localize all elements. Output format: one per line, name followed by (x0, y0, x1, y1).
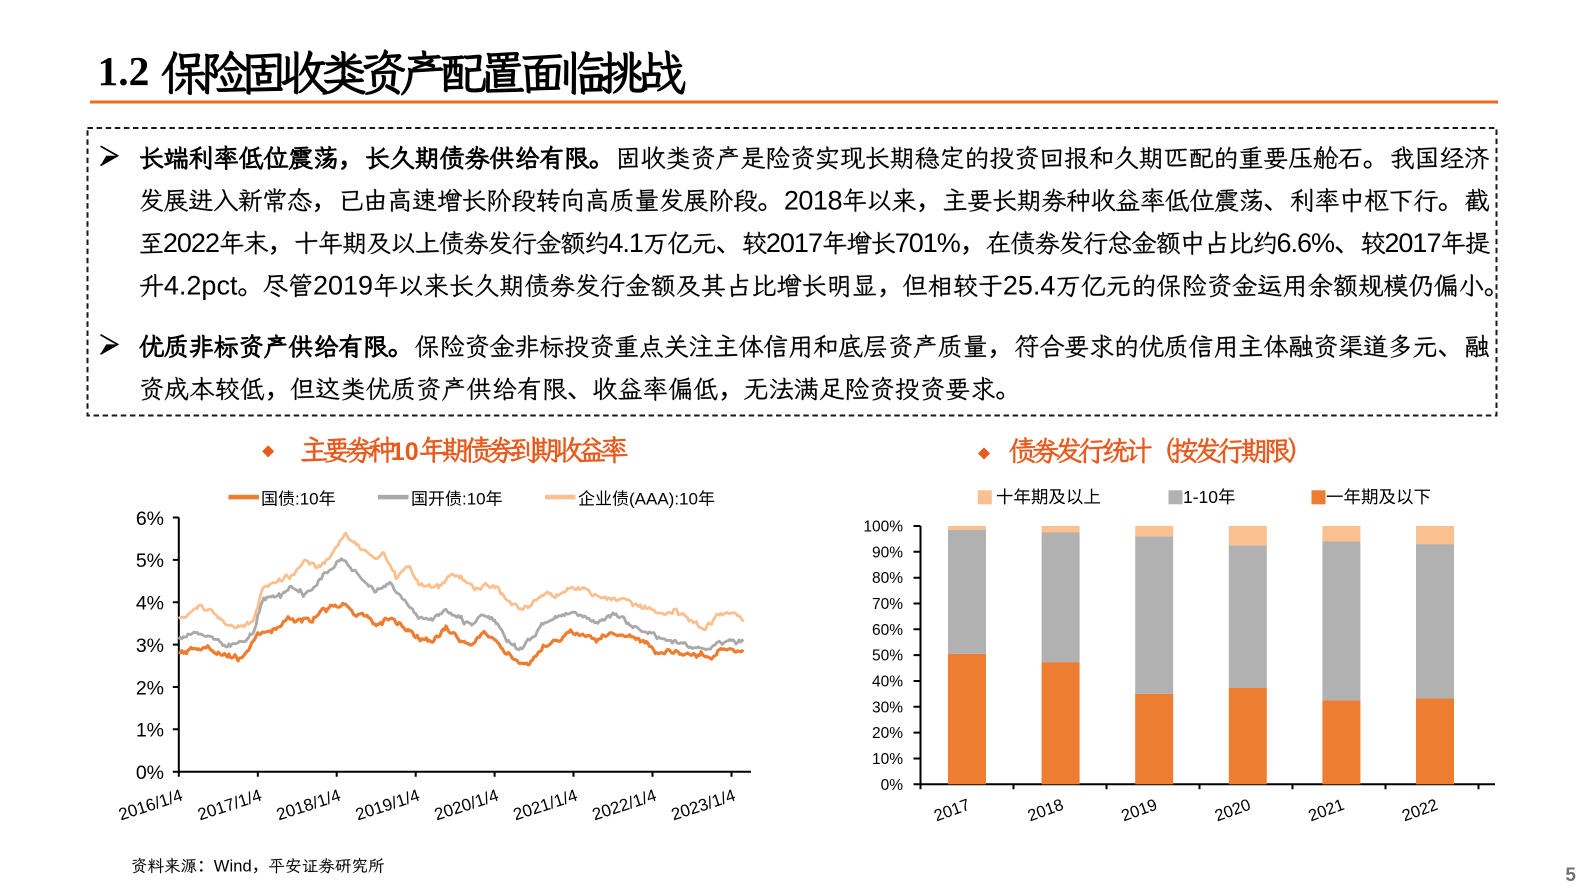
svg-text:0%: 0% (136, 762, 164, 784)
svg-text:2017: 2017 (766, 228, 822, 258)
svg-text:6.6%: 6.6% (1277, 228, 1336, 258)
svg-text:2021/1/4: 2021/1/4 (511, 786, 580, 825)
svg-text:3%: 3% (136, 635, 164, 657)
svg-text:2018: 2018 (1025, 796, 1066, 825)
svg-text:2017: 2017 (932, 796, 973, 825)
svg-text:2023/1/4: 2023/1/4 (669, 786, 738, 825)
svg-text:Wind: Wind (214, 858, 252, 876)
svg-text:2018: 2018 (784, 185, 842, 215)
svg-text:1-10: 1-10 (1183, 487, 1218, 507)
svg-text:(AAA):10: (AAA):10 (629, 490, 698, 509)
svg-text:90%: 90% (872, 544, 903, 561)
svg-text:2019: 2019 (1119, 796, 1160, 825)
svg-text:2017: 2017 (1384, 228, 1440, 258)
svg-text:2020/1/4: 2020/1/4 (432, 786, 501, 825)
svg-text::10: :10 (462, 490, 486, 509)
svg-text::10: :10 (295, 490, 319, 509)
svg-text:6%: 6% (136, 508, 164, 530)
svg-text:100%: 100% (863, 519, 903, 536)
svg-text:4.1: 4.1 (608, 228, 643, 258)
svg-text:2022: 2022 (1400, 796, 1441, 825)
svg-text:80%: 80% (872, 570, 903, 587)
svg-text:2018/1/4: 2018/1/4 (274, 786, 343, 825)
svg-text:2017/1/4: 2017/1/4 (195, 786, 264, 825)
svg-text:2020: 2020 (1213, 796, 1254, 825)
svg-text:5: 5 (1565, 865, 1576, 886)
svg-text:60%: 60% (872, 622, 903, 639)
svg-text:701%: 701% (895, 228, 961, 258)
svg-text:2019/1/4: 2019/1/4 (353, 786, 422, 825)
svg-text:0%: 0% (881, 777, 904, 794)
svg-text:2022/1/4: 2022/1/4 (590, 786, 659, 825)
svg-text:20%: 20% (872, 725, 903, 742)
svg-text:4%: 4% (136, 593, 164, 615)
svg-text:1.2: 1.2 (98, 48, 150, 94)
svg-text:2%: 2% (136, 677, 164, 699)
svg-text:30%: 30% (872, 699, 903, 716)
svg-text:10%: 10% (872, 751, 903, 768)
svg-text:2021: 2021 (1306, 796, 1347, 825)
svg-text:50%: 50% (872, 648, 903, 665)
svg-text:70%: 70% (872, 596, 903, 613)
svg-text:40%: 40% (872, 674, 903, 691)
svg-text:4.2pct: 4.2pct (164, 271, 238, 301)
svg-text:2019: 2019 (313, 271, 373, 301)
svg-text:2016/1/4: 2016/1/4 (116, 786, 185, 825)
svg-text:2022: 2022 (163, 228, 219, 258)
svg-text:1%: 1% (136, 720, 164, 742)
svg-text:5%: 5% (136, 550, 164, 572)
svg-text:25.4: 25.4 (1003, 271, 1056, 301)
svg-text:10: 10 (391, 438, 419, 466)
